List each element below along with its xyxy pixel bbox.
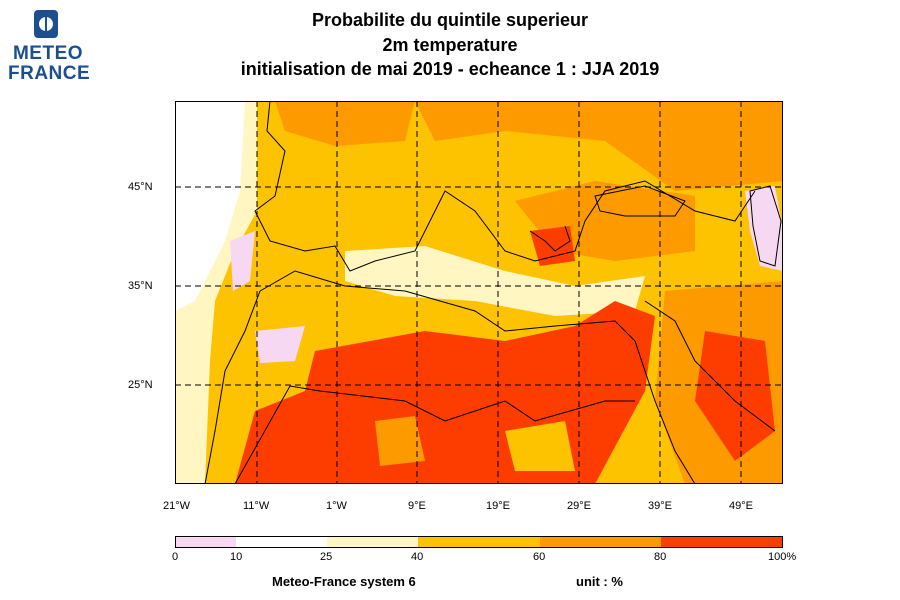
colorbar-label-40: 40 [411,551,424,563]
west-africa-coastline [204,290,261,484]
greece-red [530,226,575,266]
mediterranean-pale [345,246,645,316]
arabia-red [695,331,775,461]
colorbar-segment-80-100 [661,536,783,548]
greece-coastline [529,225,571,252]
colorbar-label-60: 60 [533,551,546,563]
east-europe-orange [415,101,783,191]
probability-map [175,101,783,484]
pink-patch-atlantic [230,231,255,291]
colorbar-label-10: 10 [230,551,243,563]
atlantic-white-zone [175,101,245,311]
north-france-orange [275,101,415,146]
colorbar-segment-10-25 [236,536,327,548]
europe-coastline [254,101,756,272]
lat-label-35n: 35°N [128,280,153,292]
model-system-label: Meteo-France system 6 [272,574,416,589]
colorbar-segment-40-60 [418,536,540,548]
pink-patch-morocco [255,326,305,363]
chart-subtitle-variable: 2m temperature [382,35,518,55]
sahel-borders [234,385,635,484]
colorbar-segment-0-10 [175,536,236,548]
colorbar-label-80: 80 [654,551,667,563]
sudan-yellow-patch [505,421,575,471]
sahel-orange-patch [375,416,425,466]
logo-line-2: FRANCE [8,63,91,84]
unit-label: unit : % [576,574,623,589]
lon-label-21w: 21°W [163,500,191,512]
black-sea-coastline [594,185,686,217]
chart-title: Probabilite du quintile superieur [311,10,589,30]
colorbar-frame [175,536,783,548]
meteo-france-logo: METEO FRANCE [8,8,91,90]
colorbar-label-0: 0 [172,551,179,563]
meteo-france-emblem-icon [34,10,58,38]
caspian-pink [745,186,783,271]
lon-label-11w: 11°W [243,500,270,512]
colorbar-segment-25-40 [327,536,418,548]
lon-label-29e: 29°E [567,500,591,512]
red-sea-coastline [644,300,776,432]
logo-line-1: METEO [12,43,84,64]
lat-label-25n: 25°N [128,379,153,391]
graticule [175,101,783,484]
lon-label-39e: 39°E [648,500,672,512]
colorbar-label-25: 25 [320,551,333,563]
lon-label-9e: 9°E [408,500,426,512]
lat-label-45n: 45°N [128,181,153,193]
lon-label-49e: 49°E [729,500,753,512]
chart-subtitle-init: initialisation de mai 2019 - echeance 1 … [240,59,660,79]
colorbar-segment-60-80 [540,536,661,548]
colorbar-label-100: 100% [768,551,797,563]
lon-label-19e: 19°E [486,500,510,512]
lon-label-1w: 1°W [326,500,347,512]
colorbar [175,536,783,548]
map-frame [175,101,783,484]
caspian-coastline [749,185,782,267]
